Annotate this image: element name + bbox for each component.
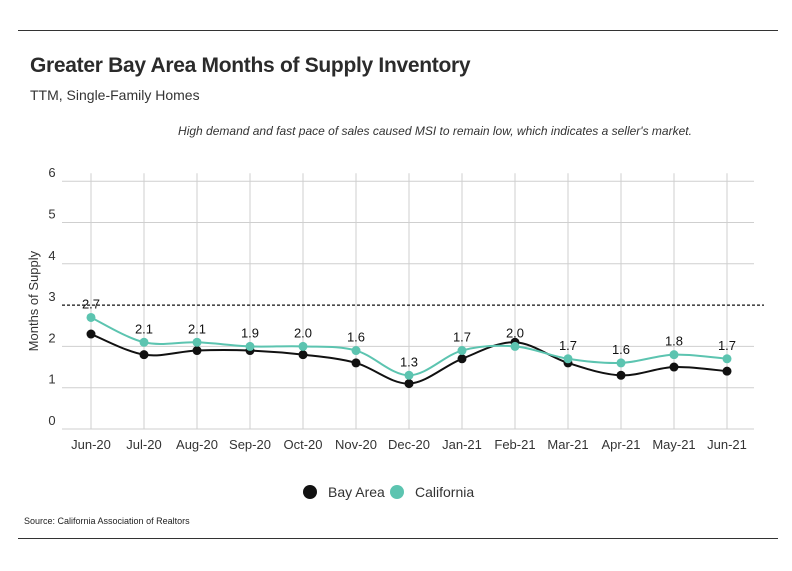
point-california-12: [722, 354, 732, 364]
data-label-california-5: 1.6: [347, 330, 365, 345]
y-tick-label-6: 6: [48, 165, 55, 180]
legend-label-california: California: [415, 484, 474, 500]
x-tick-label-3: Sep-20: [229, 437, 271, 452]
x-tick-label-4: Oct-20: [283, 437, 322, 452]
top-rule: [18, 30, 778, 31]
point-bay-area-7: [457, 354, 467, 364]
y-axis-label: Months of Supply: [26, 250, 41, 351]
y-tick-label-0: 0: [48, 413, 55, 428]
x-tick-label-2: Aug-20: [176, 437, 218, 452]
data-label-california-12: 1.7: [718, 338, 736, 353]
point-california-1: [139, 337, 149, 347]
page-title: Greater Bay Area Months of Supply Invent…: [30, 54, 471, 77]
point-bay-area-4: [298, 350, 308, 360]
point-bay-area-0: [86, 329, 96, 339]
x-tick-label-1: Jul-20: [126, 437, 161, 452]
x-tick-label-0: Jun-20: [71, 437, 111, 452]
point-california-8: [510, 341, 520, 351]
point-bay-area-6: [404, 379, 414, 389]
data-label-california-11: 1.8: [665, 334, 683, 349]
y-tick-label-4: 4: [48, 248, 55, 263]
point-bay-area-12: [722, 366, 732, 376]
point-california-2: [192, 337, 202, 347]
source-note: Source: California Association of Realto…: [24, 516, 190, 526]
y-tick-label-3: 3: [48, 289, 55, 304]
point-california-5: [351, 346, 361, 356]
point-california-9: [563, 354, 573, 364]
point-bay-area-2: [192, 346, 202, 356]
chart-annotation: High demand and fast pace of sales cause…: [178, 124, 692, 138]
point-bay-area-5: [351, 358, 361, 368]
y-tick-label-5: 5: [48, 207, 55, 222]
x-tick-label-7: Jan-21: [442, 437, 482, 452]
point-california-10: [616, 358, 626, 368]
point-bay-area-10: [616, 370, 626, 380]
point-california-3: [245, 341, 255, 351]
legend-marker-california: [390, 485, 404, 499]
point-california-0: [86, 312, 96, 322]
x-tick-label-10: Apr-21: [601, 437, 640, 452]
point-california-6: [404, 370, 414, 380]
data-label-california-0: 2.7: [82, 296, 100, 311]
point-california-11: [669, 350, 679, 360]
x-tick-label-5: Nov-20: [335, 437, 377, 452]
legend-label-bay-area: Bay Area: [328, 484, 385, 500]
data-label-california-2: 2.1: [188, 321, 206, 336]
x-tick-label-9: Mar-21: [547, 437, 588, 452]
x-tick-label-11: May-21: [652, 437, 695, 452]
x-tick-label-6: Dec-20: [388, 437, 430, 452]
point-bay-area-1: [139, 350, 149, 360]
data-label-california-7: 1.7: [453, 330, 471, 345]
x-tick-label-12: Jun-21: [707, 437, 747, 452]
point-bay-area-11: [669, 362, 679, 372]
data-label-california-3: 1.9: [241, 325, 259, 340]
page-subtitle: TTM, Single-Family Homes: [30, 87, 200, 103]
data-label-california-6: 1.3: [400, 354, 418, 369]
point-california-7: [457, 346, 467, 356]
point-california-4: [298, 341, 308, 351]
data-label-california-1: 2.1: [135, 321, 153, 336]
data-label-california-9: 1.7: [559, 338, 577, 353]
legend-marker-bay-area: [303, 485, 317, 499]
bottom-rule: [18, 538, 778, 539]
data-label-california-8: 2.0: [506, 325, 524, 340]
data-label-california-10: 1.6: [612, 342, 630, 357]
x-tick-label-8: Feb-21: [494, 437, 535, 452]
y-tick-label-1: 1: [48, 372, 55, 387]
y-tick-label-2: 2: [48, 330, 55, 345]
data-label-california-4: 2.0: [294, 325, 312, 340]
